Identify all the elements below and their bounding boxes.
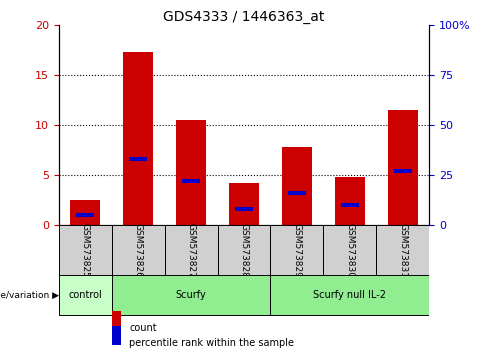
Bar xyxy=(341,204,359,207)
Bar xyxy=(394,169,412,173)
Bar xyxy=(183,179,200,183)
Bar xyxy=(218,225,270,275)
Bar xyxy=(177,120,205,225)
Bar xyxy=(59,275,112,315)
Bar xyxy=(270,275,429,315)
Text: GSM573831: GSM573831 xyxy=(398,223,407,278)
Bar xyxy=(324,225,376,275)
Bar xyxy=(235,207,253,211)
Text: GSM573825: GSM573825 xyxy=(81,223,90,278)
Bar xyxy=(112,275,270,315)
Title: GDS4333 / 1446363_at: GDS4333 / 1446363_at xyxy=(163,10,325,24)
Bar xyxy=(376,225,429,275)
Bar xyxy=(112,326,121,346)
Bar xyxy=(229,183,259,225)
Bar xyxy=(112,225,164,275)
Text: percentile rank within the sample: percentile rank within the sample xyxy=(129,338,294,348)
Bar xyxy=(129,157,147,161)
Text: GSM573830: GSM573830 xyxy=(346,223,354,278)
Text: Scurfy: Scurfy xyxy=(176,290,206,300)
Bar xyxy=(288,192,305,195)
Text: GSM573829: GSM573829 xyxy=(292,223,302,278)
Bar xyxy=(270,225,324,275)
Text: GSM573827: GSM573827 xyxy=(186,223,196,278)
Bar xyxy=(76,213,94,217)
Bar xyxy=(123,52,153,225)
Text: count: count xyxy=(129,323,157,333)
Bar xyxy=(283,147,311,225)
Bar xyxy=(388,110,418,225)
Bar xyxy=(164,225,218,275)
Bar xyxy=(70,200,100,225)
Text: genotype/variation ▶: genotype/variation ▶ xyxy=(0,291,59,299)
Bar xyxy=(112,311,121,330)
Bar xyxy=(335,177,365,225)
Bar xyxy=(59,225,112,275)
Text: GSM573826: GSM573826 xyxy=(134,223,142,278)
Text: control: control xyxy=(68,290,102,300)
Text: Scurfy null IL-2: Scurfy null IL-2 xyxy=(313,290,386,300)
Text: GSM573828: GSM573828 xyxy=(240,223,248,278)
